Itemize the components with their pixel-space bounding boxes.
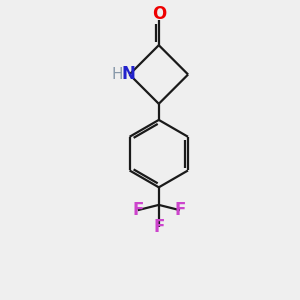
Text: H: H <box>111 67 123 82</box>
Text: F: F <box>132 201 143 219</box>
Text: F: F <box>153 218 164 236</box>
Text: F: F <box>174 201 186 219</box>
Text: O: O <box>152 5 166 23</box>
Text: N: N <box>121 65 135 83</box>
